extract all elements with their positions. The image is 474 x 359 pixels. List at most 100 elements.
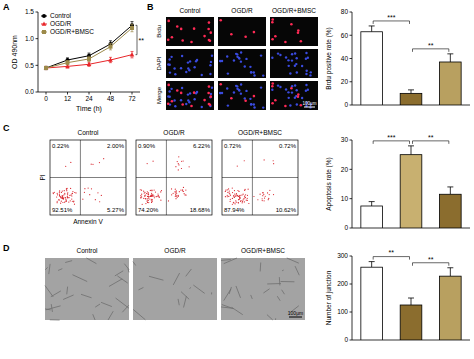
y-tick-label: 80 bbox=[341, 8, 349, 15]
error-bar bbox=[45, 66, 48, 69]
event-dot bbox=[63, 198, 64, 199]
event-dot bbox=[59, 195, 60, 196]
event-dot bbox=[175, 166, 176, 167]
event-dot bbox=[142, 204, 143, 205]
y-tick bbox=[350, 169, 353, 170]
event-dot bbox=[65, 201, 66, 202]
event-dot bbox=[268, 199, 269, 200]
error-bar bbox=[447, 187, 453, 194]
tube bbox=[267, 283, 281, 284]
nucleus bbox=[221, 92, 223, 94]
tube bbox=[124, 264, 129, 270]
event-dot bbox=[148, 196, 149, 197]
event-dot bbox=[238, 202, 239, 203]
event-dot bbox=[178, 163, 179, 164]
nucleus bbox=[291, 91, 293, 93]
column-label: OGD/R bbox=[163, 129, 185, 136]
quadrant-label: 6.22% bbox=[193, 143, 211, 149]
nucleus bbox=[189, 60, 191, 62]
y-axis-title: Brdu positive rate (%) bbox=[325, 27, 333, 90]
panel-letter: B bbox=[147, 2, 154, 12]
event-dot bbox=[234, 203, 235, 204]
tube bbox=[115, 271, 123, 276]
y-tick-label: 0.5 bbox=[25, 62, 34, 69]
micrograph bbox=[45, 258, 129, 320]
event-dot bbox=[150, 190, 151, 191]
nucleus bbox=[262, 74, 264, 76]
x-axis-title: Annexin V bbox=[73, 218, 103, 225]
event-dot bbox=[232, 192, 233, 193]
event-dot bbox=[148, 197, 149, 198]
y-tick-label: 300 bbox=[337, 252, 348, 259]
column-label: OGD/R+BMSC bbox=[238, 129, 282, 136]
error-bar bbox=[369, 202, 375, 206]
nucleus bbox=[305, 84, 307, 86]
event-dot bbox=[174, 191, 175, 192]
micrograph bbox=[218, 49, 266, 78]
tube bbox=[93, 314, 95, 320]
event-dot bbox=[149, 198, 150, 199]
event-dot bbox=[245, 197, 246, 198]
event-dot bbox=[151, 196, 152, 197]
event-dot bbox=[91, 164, 92, 165]
tube bbox=[109, 279, 122, 287]
event-dot bbox=[173, 193, 174, 194]
event-dot bbox=[246, 199, 247, 200]
y-tick-label: 0 bbox=[344, 101, 348, 108]
nucleus bbox=[168, 90, 170, 92]
event-dot bbox=[151, 199, 152, 200]
brdu-cell bbox=[193, 27, 196, 30]
event-dot bbox=[244, 160, 245, 161]
nucleus bbox=[236, 85, 238, 87]
nucleus bbox=[279, 54, 281, 56]
event-dot bbox=[181, 168, 182, 169]
event-dot bbox=[234, 196, 235, 197]
event-dot bbox=[57, 201, 58, 202]
event-dot bbox=[273, 163, 274, 164]
event-dot bbox=[147, 198, 148, 199]
event-dot bbox=[225, 191, 226, 192]
event-dot bbox=[168, 200, 169, 201]
error-bar bbox=[131, 24, 134, 31]
quadrant-label: 0.90% bbox=[138, 143, 156, 149]
tube bbox=[51, 304, 52, 312]
significance-label: ** bbox=[139, 37, 145, 44]
tube bbox=[116, 298, 129, 308]
event-dot bbox=[225, 189, 226, 190]
y-tick-label: 60 bbox=[341, 32, 349, 39]
y-tick bbox=[350, 256, 353, 257]
event-dot bbox=[59, 192, 60, 193]
event-dot bbox=[257, 199, 258, 200]
event-dot bbox=[64, 193, 65, 194]
brdu-cell bbox=[203, 99, 206, 102]
y-tick bbox=[350, 58, 353, 59]
tube bbox=[95, 304, 100, 307]
significance-label: ** bbox=[428, 134, 434, 141]
event-dot bbox=[66, 201, 67, 202]
scale-bar-label: 100μm bbox=[303, 101, 317, 106]
event-dot bbox=[230, 199, 231, 200]
y-tick bbox=[350, 284, 353, 285]
event-dot bbox=[234, 190, 235, 191]
event-dot bbox=[64, 190, 65, 191]
brdu-cell bbox=[290, 23, 293, 26]
tube bbox=[45, 267, 47, 269]
nucleus bbox=[249, 98, 251, 100]
brdu-cell bbox=[171, 36, 174, 39]
nucleus bbox=[244, 97, 246, 99]
event-dot bbox=[236, 194, 237, 195]
event-dot bbox=[154, 190, 155, 191]
significance-label: ** bbox=[428, 42, 434, 49]
event-dot bbox=[236, 193, 237, 194]
error-bar bbox=[408, 90, 414, 93]
nucleus bbox=[288, 97, 290, 99]
plot-area bbox=[44, 22, 135, 70]
event-dot bbox=[60, 197, 61, 198]
nucleus bbox=[301, 97, 303, 99]
brdu-cell bbox=[190, 41, 193, 44]
event-dot bbox=[144, 196, 145, 197]
event-dot bbox=[238, 199, 239, 200]
y-tick bbox=[350, 140, 353, 141]
tube bbox=[122, 305, 129, 312]
significance-label: *** bbox=[387, 14, 395, 21]
